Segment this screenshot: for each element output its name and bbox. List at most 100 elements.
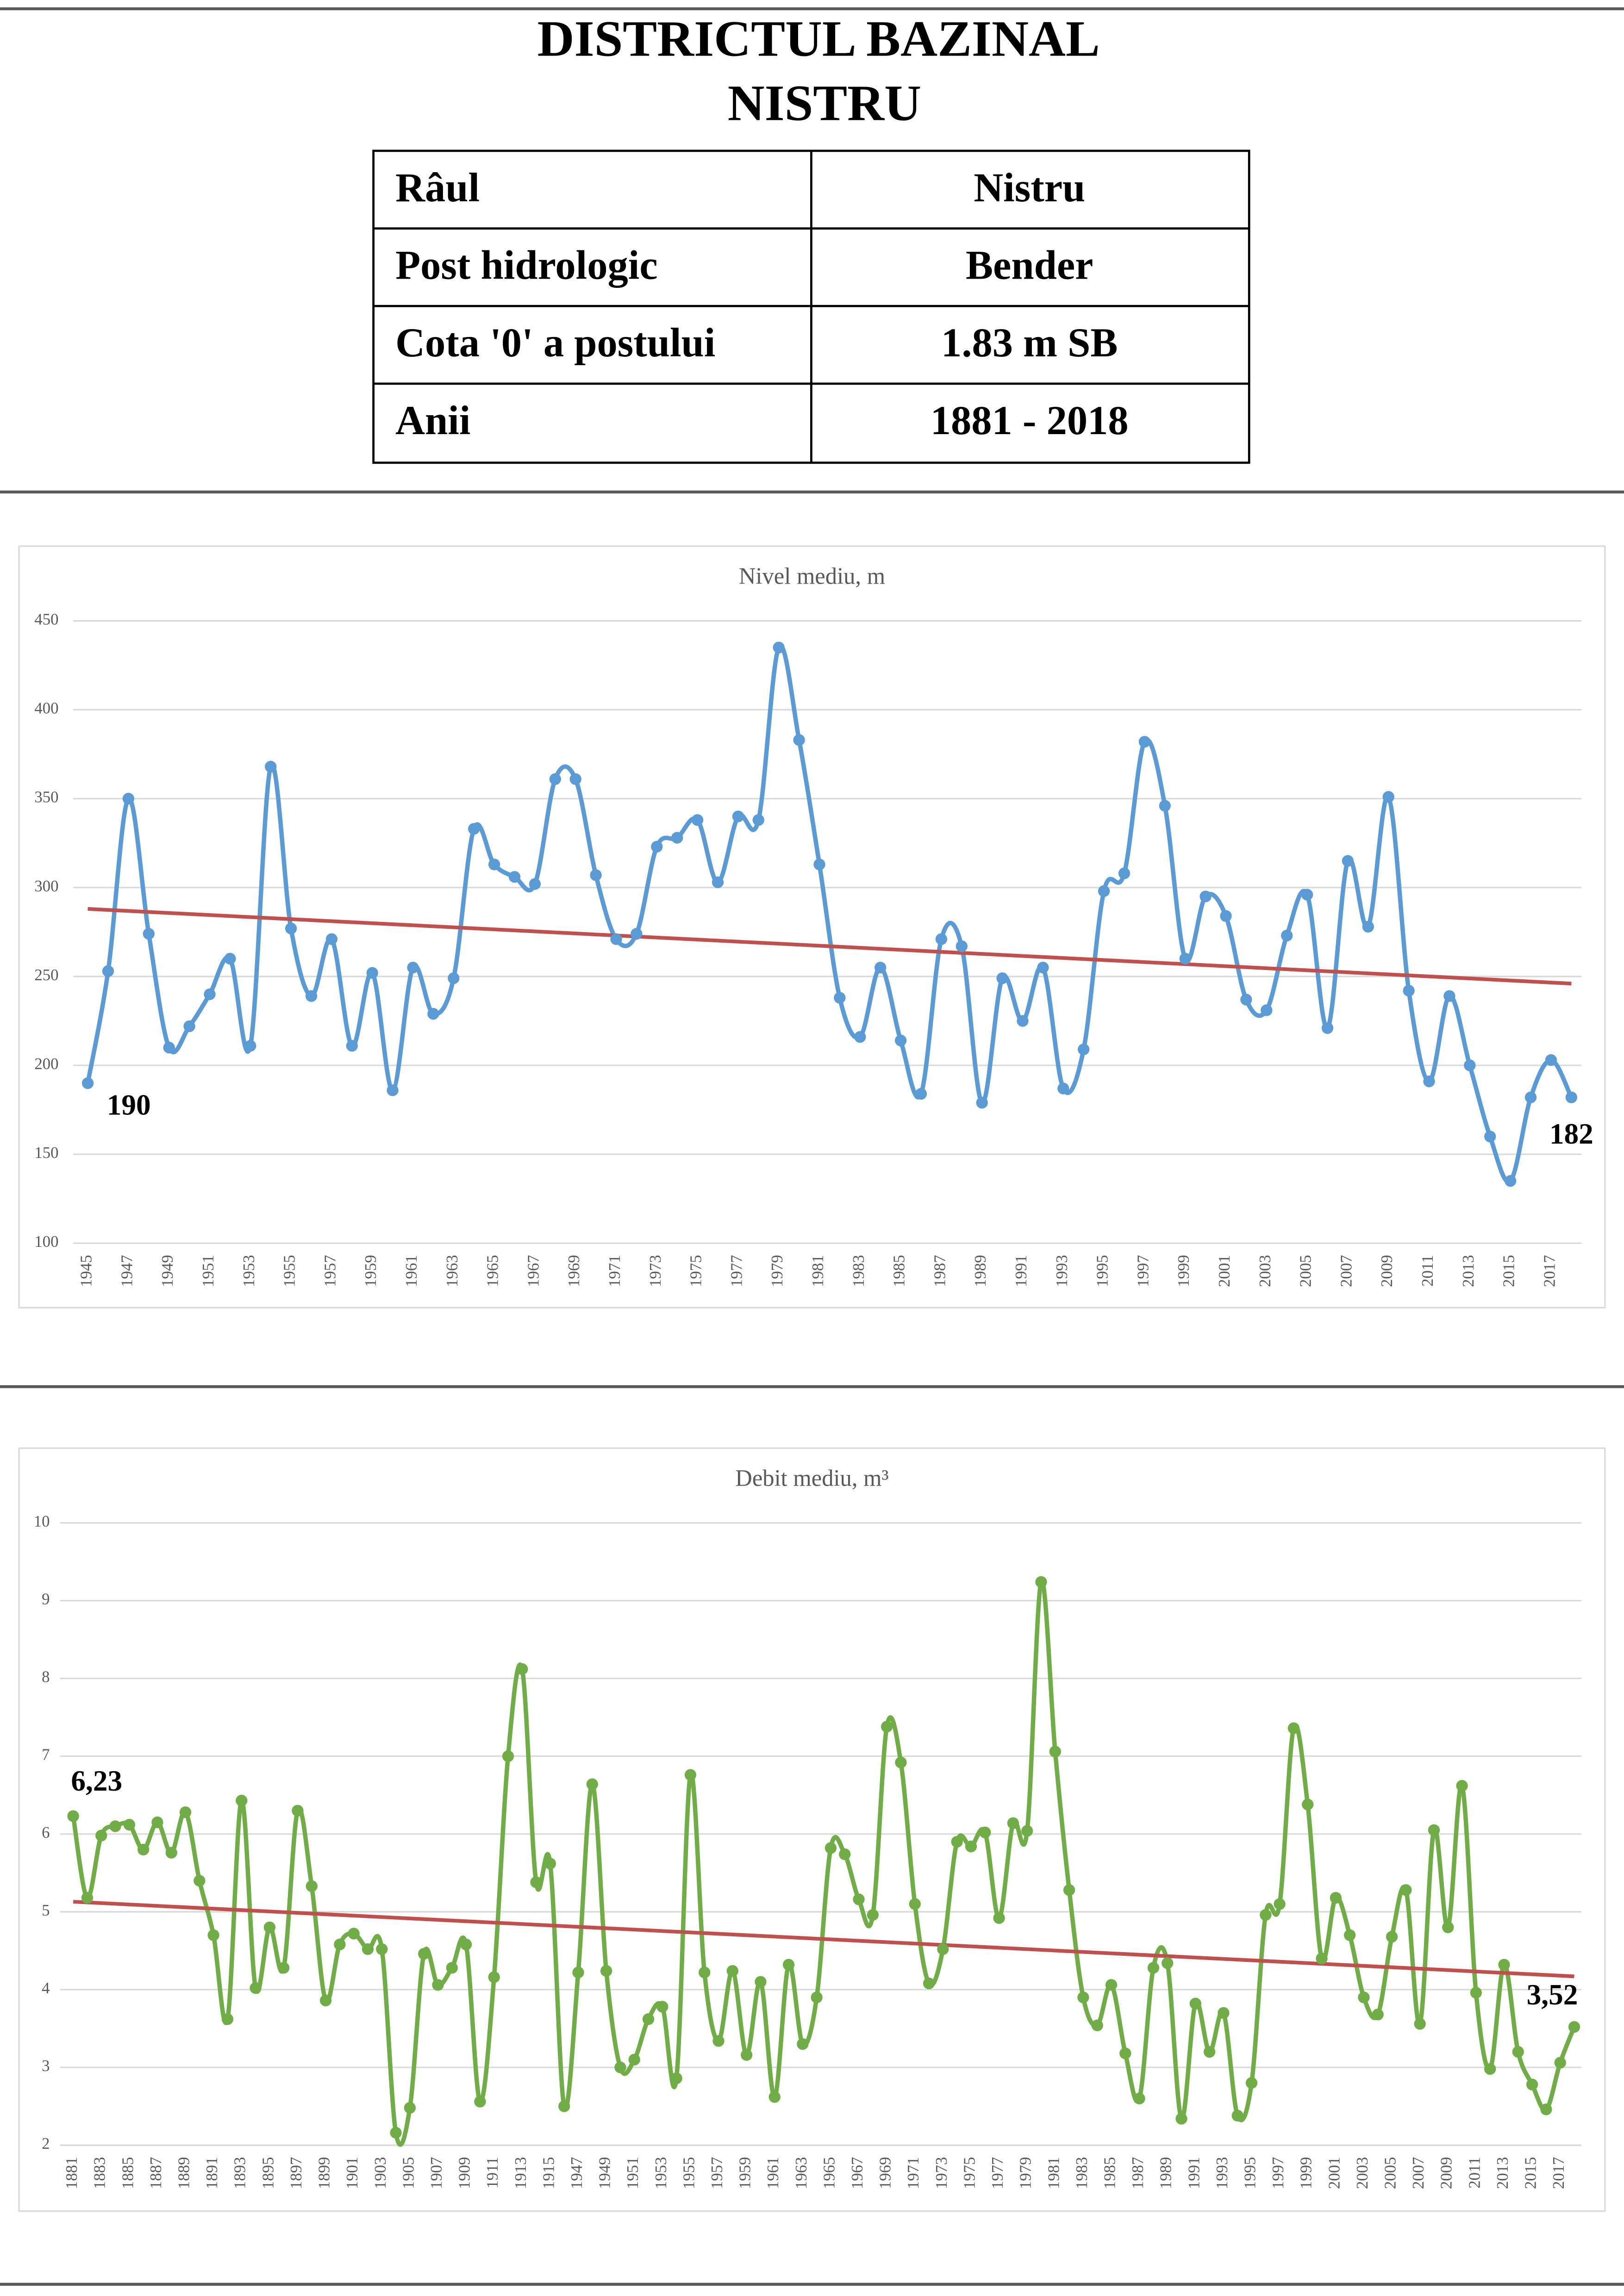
data-point (1568, 2021, 1580, 2033)
data-point (1362, 921, 1374, 933)
data-point (1078, 1043, 1090, 1056)
table-cell: Râul (395, 165, 480, 211)
y-tick-label: 10 (34, 1512, 50, 1530)
data-point (1301, 889, 1313, 901)
x-tick-label: 1969 (565, 1255, 583, 1287)
data-point (956, 940, 968, 952)
x-tick-label: 1945 (77, 1255, 95, 1287)
data-point (610, 933, 622, 945)
data-point (881, 1721, 893, 1733)
data-point (1245, 2077, 1258, 2089)
data-point (224, 952, 236, 965)
data-point (1179, 952, 1191, 965)
data-point (81, 1892, 94, 1904)
x-tick-label: 1979 (768, 1255, 786, 1287)
data-point (207, 1929, 219, 1941)
x-tick-label: 1951 (624, 2157, 642, 2189)
data-point (1498, 1959, 1510, 1971)
x-tick-label: 2009 (1437, 2157, 1455, 2189)
y-tick-label: 400 (34, 699, 58, 717)
data-point (244, 1040, 256, 1052)
x-tick-label: 1893 (231, 2157, 249, 2189)
x-tick-label: 2005 (1297, 1255, 1315, 1287)
data-point (1057, 1083, 1069, 1095)
x-tick-label: 1905 (399, 2157, 417, 2189)
x-tick-label: 1965 (820, 2157, 838, 2189)
x-tick-label: 1989 (1157, 2157, 1175, 2189)
data-point (854, 1031, 866, 1043)
data-point (508, 871, 521, 883)
x-tick-label: 1901 (343, 2157, 361, 2189)
x-tick-label: 1951 (199, 1255, 217, 1287)
data-point (656, 2001, 668, 2013)
x-tick-label: 1981 (809, 1255, 827, 1287)
data-point (1540, 2103, 1552, 2116)
x-tick-label: 1967 (524, 1255, 542, 1287)
data-point (600, 1965, 612, 1977)
x-tick-label: 1993 (1053, 1255, 1071, 1287)
data-point (123, 1818, 135, 1831)
data-point (1281, 929, 1293, 942)
x-tick-label: 1975 (687, 1255, 705, 1287)
data-point (1382, 791, 1394, 803)
x-tick-label: 1963 (792, 2157, 810, 2189)
data-point (965, 1841, 977, 1853)
x-tick-label: 1955 (281, 1255, 299, 1287)
x-tick-label: 1959 (362, 1255, 380, 1287)
x-tick-label: 2017 (1540, 1255, 1558, 1287)
data-point (468, 823, 480, 835)
x-tick-label: 1977 (988, 2157, 1006, 2189)
trend-line (87, 907, 1572, 986)
header-title: NISTRU (728, 75, 921, 131)
x-tick-label: 1969 (876, 2157, 894, 2189)
data-point (1372, 2009, 1384, 2021)
table-cell: 1.83 m SB (941, 320, 1118, 366)
x-tick-label: 1953 (240, 1255, 258, 1287)
data-point (236, 1794, 248, 1807)
data-point (292, 1804, 304, 1817)
x-tick-label: 2001 (1325, 2157, 1343, 2189)
data-point (1175, 2113, 1187, 2125)
x-tick-label: 1991 (1012, 1255, 1030, 1287)
data-point (390, 2127, 402, 2139)
data-point (305, 990, 318, 1002)
data-point (1403, 984, 1415, 997)
x-tick-label: 1975 (960, 2157, 978, 2189)
data-point (1342, 855, 1354, 867)
data-point (1526, 2078, 1538, 2091)
y-tick-label: 2 (42, 2134, 50, 2153)
data-point (278, 1962, 290, 1974)
data-point (1203, 2046, 1216, 2058)
data-point (1091, 2019, 1103, 2031)
data-point (1218, 2007, 1230, 2019)
data-point (628, 2053, 640, 2066)
x-tick-label: 1889 (175, 2157, 193, 2189)
x-tick-label: 2011 (1465, 2157, 1483, 2188)
data-point (1524, 1091, 1537, 1103)
x-tick-label: 1949 (158, 1255, 176, 1287)
data-point (1035, 1576, 1047, 1588)
header-title: DISTRICTUL BAZINAL (537, 10, 1100, 67)
data-point (427, 1008, 439, 1020)
x-tick-label: 1887 (147, 2157, 165, 2189)
data-point (448, 972, 460, 984)
x-tick-label: 2015 (1522, 2157, 1540, 2189)
x-tick-label: 2009 (1378, 1255, 1396, 1287)
x-tick-label: 1997 (1134, 1255, 1152, 1287)
x-tick-label: 1883 (91, 2157, 109, 2189)
data-point (586, 1778, 598, 1790)
data-point (782, 1959, 795, 1971)
x-tick-label: 1973 (646, 1255, 664, 1287)
data-point (937, 1943, 949, 1955)
data-point (1414, 2018, 1426, 2030)
data-point (143, 928, 155, 940)
data-point (1231, 2109, 1243, 2122)
data-point (867, 1909, 879, 1921)
chart-title: Nivel mediu, m (739, 563, 885, 589)
x-tick-label: 1979 (1017, 2157, 1035, 2189)
data-point (432, 1979, 444, 1991)
y-tick-label: 7 (42, 1746, 50, 1764)
x-tick-label: 1915 (539, 2157, 557, 2189)
table-cell: Cota '0' a postului (395, 320, 715, 366)
